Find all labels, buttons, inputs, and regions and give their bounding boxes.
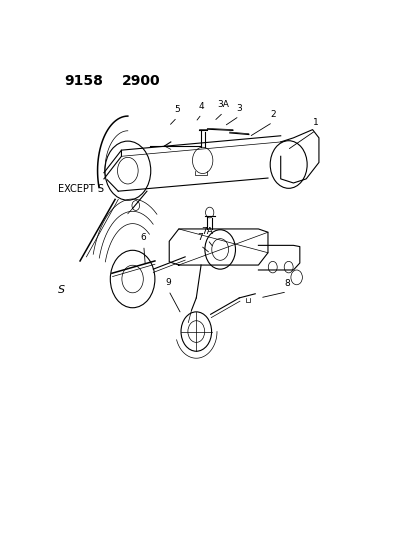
Text: 3: 3 [236,104,242,113]
Text: 1: 1 [313,118,319,127]
Text: 2: 2 [270,110,275,119]
Text: 3A: 3A [217,100,229,109]
Text: 9158: 9158 [64,74,103,88]
Text: 7A: 7A [201,228,213,236]
Text: 6: 6 [141,233,147,242]
Text: 4: 4 [199,102,205,111]
Text: 8: 8 [284,279,290,288]
Text: 2900: 2900 [122,74,160,88]
Text: EXCEPT S: EXCEPT S [58,184,104,194]
Text: S: S [58,285,65,295]
Text: 7: 7 [198,233,203,242]
Text: 5: 5 [174,105,180,114]
Text: 9: 9 [166,278,171,287]
